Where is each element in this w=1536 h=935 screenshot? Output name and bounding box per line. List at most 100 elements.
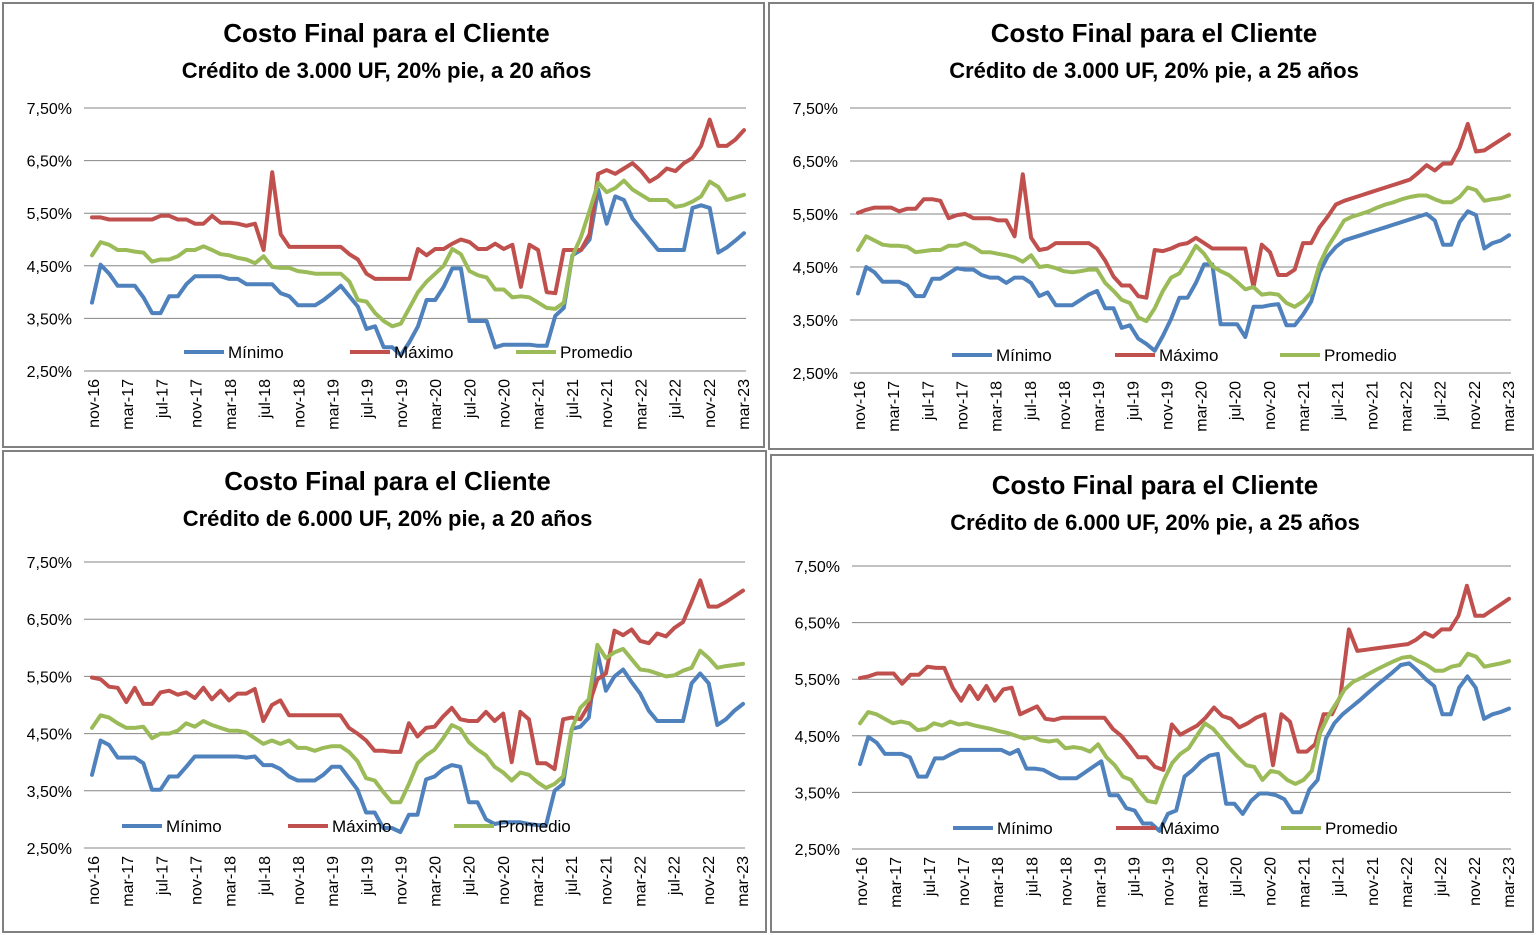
x-tick-label: nov-17 [954, 381, 971, 430]
legend-item: Máximo [350, 343, 454, 362]
x-tick-label: mar-17 [120, 856, 137, 907]
chart-subtitle: Crédito de 3.000 UF, 20% pie, a 20 años [182, 58, 592, 83]
x-tick-label: jul-21 [565, 379, 582, 419]
line-chart: Costo Final para el Cliente Crédito de 6.… [27, 466, 752, 907]
x-tick-label: mar-20 [1195, 857, 1212, 908]
legend-label: Mínimo [997, 819, 1053, 838]
x-tick-label: mar-21 [1297, 857, 1314, 908]
x-tick-label: nov-19 [394, 379, 411, 428]
y-tick-label: 4,50% [795, 729, 840, 746]
x-tick-label: mar-22 [633, 379, 650, 430]
x-tick-label: nov-18 [291, 379, 308, 428]
x-tick-label: jul-20 [462, 856, 479, 896]
legend-item: Promedio [1281, 819, 1398, 838]
chart-title: Costo Final para el Cliente [991, 18, 1318, 48]
x-tick-label: nov-19 [393, 856, 410, 905]
series-line-minimo [858, 661, 1511, 833]
y-tick-label: 2,50% [27, 364, 72, 381]
series-line-promedio [856, 185, 1511, 324]
x-tick-label: mar-21 [1296, 381, 1313, 432]
chart-subtitle: Crédito de 6.000 UF, 20% pie, a 25 años [950, 510, 1360, 535]
x-tick-label: jul-21 [1331, 857, 1348, 897]
y-tick-label: 3,50% [793, 313, 838, 330]
x-tick-label: mar-22 [1399, 857, 1416, 908]
x-tick-label: jul-21 [564, 856, 581, 896]
x-tick-label: nov-21 [599, 379, 616, 428]
x-tick-label: nov-17 [189, 379, 206, 428]
x-tick-label: mar-19 [1091, 381, 1108, 432]
y-tick-label: 7,50% [795, 559, 840, 576]
x-tick-label: nov-19 [1159, 381, 1176, 430]
x-tick-label: nov-22 [1467, 857, 1484, 906]
legend-label: Mínimo [996, 346, 1052, 365]
legend-item: Promedio [454, 817, 571, 836]
x-tick-label: mar-22 [1399, 381, 1416, 432]
series-line-maximo [90, 117, 746, 296]
x-tick-label: jul-19 [360, 379, 377, 419]
series-line-minimo [90, 650, 745, 834]
series-line-minimo [90, 187, 746, 358]
x-tick-label: jul-20 [1229, 857, 1246, 897]
y-tick-label: 2,50% [795, 842, 840, 859]
x-tick-label: mar-22 [633, 856, 650, 907]
x-tick-label: mar-20 [428, 379, 445, 430]
series-line-maximo [90, 578, 745, 772]
x-tick-label: nov-17 [956, 857, 973, 906]
y-tick-label: 4,50% [27, 259, 72, 276]
y-tick-label: 7,50% [793, 101, 838, 118]
x-tick-label: mar-23 [1501, 857, 1518, 908]
x-tick-label: nov-20 [1262, 381, 1279, 430]
chart-title: Costo Final para el Cliente [992, 470, 1319, 500]
legend-label: Promedio [560, 343, 633, 362]
x-tick-label: mar-21 [530, 856, 547, 907]
y-tick-label: 3,50% [795, 785, 840, 802]
y-tick-label: 3,50% [27, 784, 72, 801]
line-chart: Costo Final para el Cliente Crédito de 3.… [27, 18, 753, 430]
legend-item: Máximo [1115, 346, 1219, 365]
series-line-minimo [856, 209, 1511, 353]
series-line-maximo [856, 121, 1511, 300]
x-tick-label: nov-16 [86, 379, 103, 428]
x-tick-label: jul-18 [257, 856, 274, 896]
x-tick-label: jul-19 [1125, 381, 1142, 421]
x-tick-label: jul-20 [1228, 381, 1245, 421]
x-tick-label: mar-23 [736, 379, 753, 430]
x-tick-label: mar-18 [990, 857, 1007, 908]
legend-item: Promedio [516, 343, 633, 362]
x-tick-label: nov-17 [188, 856, 205, 905]
x-tick-label: jul-18 [1024, 857, 1041, 897]
x-tick-label: jul-19 [359, 856, 376, 896]
y-tick-label: 6,50% [793, 154, 838, 171]
legend-item: Mínimo [184, 343, 284, 362]
x-tick-label: jul-17 [154, 856, 171, 896]
x-tick-label: nov-19 [1160, 857, 1177, 906]
chart-subtitle: Crédito de 6.000 UF, 20% pie, a 20 años [183, 506, 593, 531]
x-tick-label: mar-18 [223, 856, 240, 907]
legend-item: Mínimo [953, 819, 1053, 838]
legend-item: Máximo [1116, 819, 1220, 838]
x-tick-label: jul-22 [1433, 381, 1450, 421]
chart-panel-6000uf-20y: Costo Final para el Cliente Crédito de 6.… [2, 450, 767, 933]
x-tick-label: mar-17 [886, 381, 903, 432]
x-tick-label: nov-16 [854, 857, 871, 906]
x-tick-label: jul-17 [922, 857, 939, 897]
legend-label: Mínimo [228, 343, 284, 362]
chart-panel-3000uf-25y: Costo Final para el Cliente Crédito de 3.… [768, 2, 1534, 450]
x-tick-label: nov-22 [701, 856, 718, 905]
x-tick-label: mar-17 [120, 379, 137, 430]
x-tick-label: mar-23 [735, 856, 752, 907]
legend-item: Mínimo [122, 817, 222, 836]
legend-item: Mínimo [952, 346, 1052, 365]
x-tick-label: mar-18 [223, 379, 240, 430]
x-tick-label: mar-18 [989, 381, 1006, 432]
y-tick-label: 7,50% [27, 101, 72, 118]
legend-label: Máximo [394, 343, 454, 362]
x-tick-label: mar-20 [428, 856, 445, 907]
x-tick-label: jul-18 [257, 379, 274, 419]
x-tick-label: nov-20 [497, 379, 514, 428]
legend-label: Promedio [1324, 346, 1397, 365]
line-chart: Costo Final para el Cliente Crédito de 3.… [793, 18, 1518, 432]
x-tick-label: nov-21 [598, 856, 615, 905]
y-tick-label: 2,50% [793, 366, 838, 383]
legend-label: Máximo [1159, 346, 1219, 365]
